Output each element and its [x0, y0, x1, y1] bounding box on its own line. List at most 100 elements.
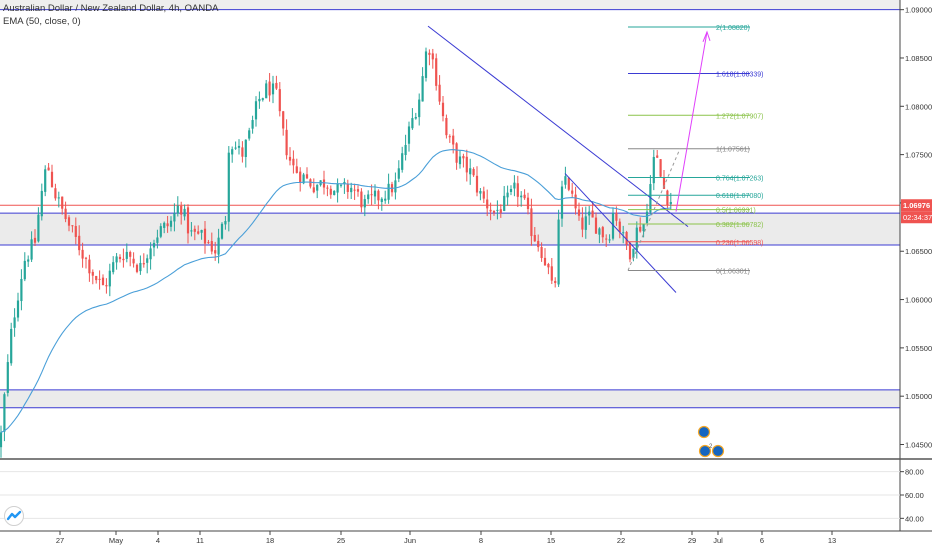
time-tick-label-4: 18 — [266, 536, 274, 545]
time-tick-label-13: 13 — [828, 536, 836, 545]
candle-body-136 — [462, 156, 465, 159]
candle-body-124 — [421, 76, 424, 102]
candle-body-113 — [384, 198, 387, 201]
candle-body-14 — [47, 167, 50, 171]
candle-body-27 — [91, 271, 94, 276]
candle-body-120 — [407, 126, 411, 144]
candle-body-159 — [540, 247, 543, 259]
fibonacci-extension: 2(1.08820) 1.618(1.08339) 1.272(1.07907) 1(… — [627, 25, 763, 275]
fib-label-3: 1(1.07561) — [716, 147, 750, 154]
candle-body-163 — [554, 281, 557, 283]
candle-body-82 — [278, 89, 281, 112]
candle-body-162 — [550, 266, 553, 281]
candle-body-85 — [288, 156, 292, 161]
candle-body-42 — [142, 263, 145, 265]
candle-body-149 — [506, 192, 509, 198]
candle-body-187 — [635, 227, 638, 251]
candle-body-10 — [33, 237, 37, 243]
candle-body-175 — [594, 217, 598, 234]
candle-body-16 — [54, 188, 57, 199]
candle-body-118 — [401, 153, 404, 170]
candle-body-49 — [166, 223, 169, 227]
candle-body-36 — [122, 258, 125, 261]
candle-body-178 — [605, 238, 608, 240]
price-tick-label-1: 1.08500 — [905, 54, 932, 63]
candle-body-95 — [322, 179, 326, 188]
candle-body-172 — [584, 216, 587, 230]
candle-body-59 — [200, 229, 203, 233]
candle-body-35 — [118, 256, 122, 260]
price-tick-label-9: 1.04500 — [905, 441, 932, 450]
candle-body-185 — [628, 242, 632, 260]
candle-body-128 — [435, 58, 438, 86]
candle-body-168 — [571, 190, 574, 194]
price-tick-label-6: 1.06000 — [905, 296, 932, 305]
time-tick-label-3: 11 — [196, 536, 204, 545]
candle-body-11 — [37, 214, 40, 242]
price-tick-label-8: 1.05000 — [905, 392, 932, 401]
candle-body-50 — [169, 220, 173, 227]
candle-body-48 — [163, 222, 166, 228]
fib-baseline-dashed — [627, 148, 681, 271]
trendline-lower — [564, 173, 677, 293]
time-tick-label-0: 27 — [56, 536, 64, 545]
candle-body-144 — [489, 209, 492, 212]
candle-body-23 — [78, 235, 81, 251]
candle-body-57 — [193, 228, 196, 232]
candle-body-72 — [244, 139, 247, 157]
candles — [0, 47, 672, 458]
candle-body-15 — [50, 171, 54, 188]
ema-indicator-label[interactable]: EMA (50, close, 0) — [3, 16, 81, 27]
candle-body-117 — [397, 168, 400, 179]
candle-body-0 — [0, 432, 3, 448]
indicator-tick-label-1: 60.00 — [905, 491, 924, 500]
candle-body-73 — [248, 130, 251, 139]
candle-body-76 — [258, 98, 261, 102]
trendline-upper — [427, 25, 689, 227]
candle-body-141 — [479, 190, 482, 194]
candle-body-74 — [251, 120, 254, 129]
candle-body-8 — [27, 259, 30, 262]
candle-body-71 — [241, 147, 244, 157]
symbol-title: Australian Dollar / New Zealand Dollar, … — [3, 3, 219, 14]
candle-body-174 — [591, 210, 594, 218]
indicator-tick-label-2: 40.00 — [905, 514, 924, 523]
candle-body-105 — [356, 189, 360, 192]
candle-body-33 — [112, 262, 115, 273]
price-tick-label-3: 1.07500 — [905, 151, 932, 160]
candle-body-84 — [285, 129, 288, 156]
candle-body-157 — [533, 234, 536, 242]
countdown-badge — [901, 211, 932, 224]
candle-body-173 — [588, 211, 591, 216]
candle-body-189 — [642, 224, 645, 232]
candle-body-61 — [207, 242, 210, 244]
projection-arrow — [702, 30, 711, 43]
projection-line — [675, 31, 708, 212]
price-badge-label: 1.06976 — [903, 201, 930, 210]
candle-body-32 — [108, 270, 111, 287]
candle-body-195 — [662, 177, 666, 189]
candle-body-34 — [115, 256, 118, 263]
candle-body-87 — [295, 166, 298, 173]
candle-body-67 — [227, 152, 230, 222]
candle-body-158 — [537, 240, 540, 248]
tradingview-logo-icon[interactable] — [4, 506, 24, 526]
candle-body-196 — [666, 190, 669, 206]
candle-body-81 — [275, 82, 278, 89]
candle-body-109 — [370, 194, 373, 196]
candle-body-167 — [567, 177, 570, 190]
fib-label-0: 2(1.08820) — [716, 25, 750, 32]
candle-body-170 — [577, 209, 581, 216]
candle-body-166 — [564, 176, 567, 185]
candle-body-103 — [350, 187, 353, 193]
candle-body-64 — [217, 237, 220, 255]
candle-body-92 — [312, 187, 315, 193]
candle-body-4 — [13, 317, 16, 328]
candle-body-66 — [224, 221, 227, 225]
candle-body-137 — [465, 156, 468, 173]
candle-body-17 — [57, 197, 60, 199]
candle-body-65 — [220, 223, 224, 239]
candle-body-41 — [139, 262, 142, 272]
candle-body-155 — [526, 197, 530, 210]
